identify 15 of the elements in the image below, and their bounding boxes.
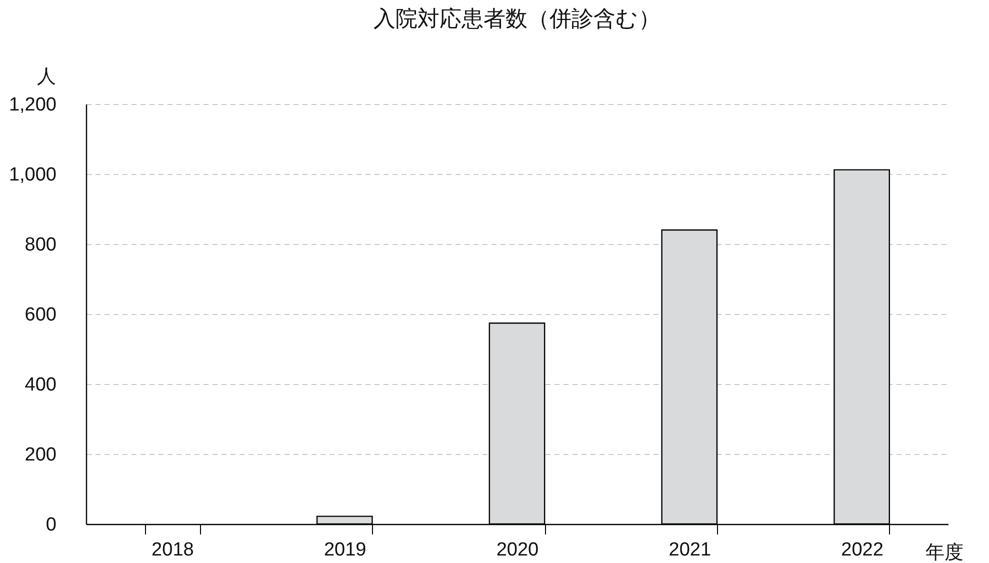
- y-tick-label: 200: [24, 444, 56, 466]
- chart-title: 入院対応患者数（併診含む）: [374, 6, 660, 31]
- x-tick-label: 2019: [324, 540, 366, 560]
- y-tick-label: 1,200: [8, 94, 56, 116]
- y-tick-label: 1,000: [8, 164, 56, 186]
- y-axis-title: 人: [37, 66, 56, 88]
- y-tick-label: 600: [24, 304, 56, 326]
- x-tick-label: 2020: [496, 540, 539, 560]
- x-axis-title: 年度: [926, 542, 964, 563]
- x-tick-label: 2022: [841, 540, 884, 560]
- y-tick-label: 400: [24, 374, 56, 396]
- x-tick-label: 2018: [152, 540, 194, 560]
- x-tick-label: 2021: [668, 540, 712, 560]
- y-tick-label: 0: [46, 514, 56, 536]
- y-tick-label: 800: [24, 234, 56, 256]
